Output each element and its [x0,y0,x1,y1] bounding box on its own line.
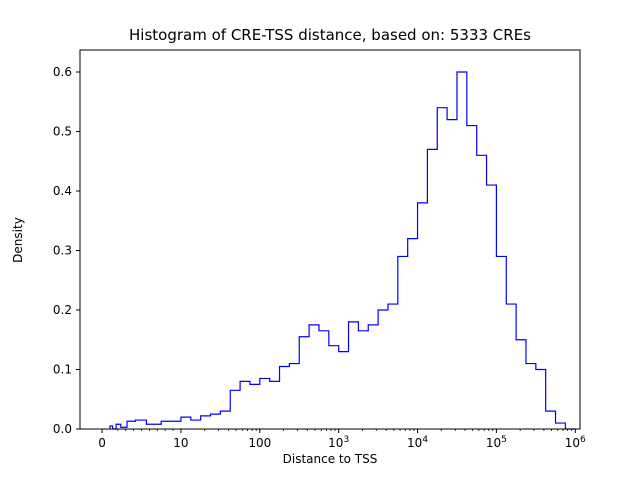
x-tick-label: 100 [248,436,271,450]
y-tick-label: 0.4 [53,184,72,198]
x-tick-label: 10 [173,436,188,450]
density-step-path [109,71,576,430]
x-tick-label: 0 [98,436,106,450]
y-tick-label: 0.2 [53,303,72,317]
y-tick-label: 0.1 [53,363,72,377]
y-tick-label: 0.5 [53,125,72,139]
plot-title: Histogram of CRE-TSS distance, based on:… [129,26,531,44]
x-tick-label: 104 [407,435,428,450]
y-tick-label: 0.0 [53,422,72,436]
axes-box [79,49,581,430]
ticks-layer: 0.0 0.1 0.2 0.3 0.4 0.5 0.6 0 10 100 103 104 105 106 [53,65,586,450]
histogram-step-line [109,71,576,430]
x-tick-label: 103 [328,435,349,450]
x-tick-label: 106 [565,435,586,450]
y-axis-label: Density [11,217,25,263]
x-tick-label: 105 [486,435,507,450]
y-tick-label: 0.6 [53,65,72,79]
x-axis-label: Distance to TSS [283,452,378,466]
y-tick-label: 0.3 [53,244,72,258]
